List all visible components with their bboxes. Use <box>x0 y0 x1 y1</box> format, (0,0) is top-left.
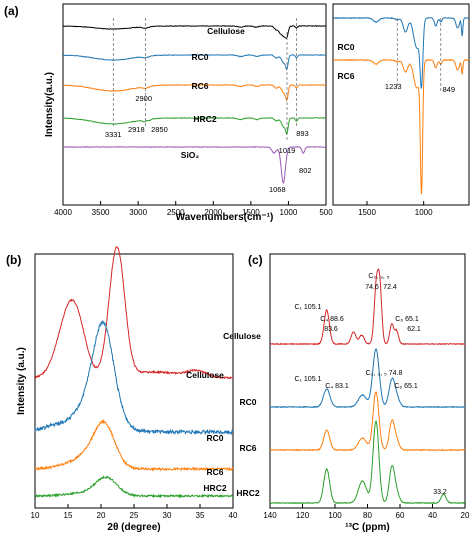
panel-a-xtick-label: 3500 <box>92 208 110 217</box>
panel-a-series-cellulose <box>62 25 327 39</box>
panel-a-inset-series-label-rc6: RC6 <box>337 71 354 81</box>
panel-a-inset-series-rc6 <box>332 58 470 195</box>
panel-b-xtick-label: 35 <box>196 511 205 520</box>
panel-c-annotation-cellulose-7: 62.1 <box>407 326 421 333</box>
panel-a-annotation-1019: 1019 <box>279 146 296 155</box>
panel-b-xlabel: 2θ (degree) <box>107 522 160 533</box>
panel-c-xtick-label: 40 <box>428 511 437 520</box>
panel-a-series-rc6 <box>62 84 327 102</box>
panel-a-axes-frame <box>62 3 327 206</box>
panel-a-xtick-label: 1000 <box>280 208 298 217</box>
panel-a-inset-axes-frame <box>332 3 470 206</box>
panel-c-xtick-label: 20 <box>461 511 470 520</box>
panel-c-xtick-label: 100 <box>328 511 342 520</box>
panel-c-annotation-rc0-9: C₁ 105.1 <box>295 376 322 383</box>
panel-c-annotation-cellulose-0: C₁ 105.1 <box>295 304 322 311</box>
panel-a-xlabel: Wavenumbers(cm⁻¹) <box>176 212 274 223</box>
panel-b-xtick-label: 25 <box>130 511 139 520</box>
panel-b-xtick-label: 30 <box>163 511 172 520</box>
panel-b-xtick-label: 20 <box>97 511 106 520</box>
panel-a-inset-series-label-rc0: RC0 <box>337 42 354 52</box>
panel-c: 140 120 100 80 60 40 20 (c) ¹³C (ppm) Cellulose RC… <box>223 253 470 533</box>
panel-a-series-hrc2 <box>62 117 327 135</box>
panel-a-series-label-rc6: RC6 <box>191 81 208 91</box>
panel-a-xtick-label: 2000 <box>204 208 222 217</box>
panel-a-xtick-label: 3000 <box>129 208 147 217</box>
panel-c-xlabel: ¹³C (ppm) <box>345 522 389 533</box>
panel-c-annotation-cellulose-2: 83.6 <box>324 326 338 333</box>
panel-c-series-rc0 <box>269 348 466 409</box>
panel-a-xtick-label: 4000 <box>54 208 72 217</box>
panel-a-series-label-hrc2: HRC2 <box>193 114 216 124</box>
panel-c-annotation-rc0-8: C₂, ₃, ₅ 74.8 <box>366 370 403 377</box>
panel-b-series-cellulose <box>34 246 234 380</box>
panel-a-series-rc0 <box>62 54 327 71</box>
panel-b-xtick-label: 10 <box>31 511 40 520</box>
panel-c-annotation-cellulose-4: 74.6 <box>365 284 379 291</box>
panel-b-label: (b) <box>6 253 21 267</box>
panel-a-annotation-3331: 3331 <box>105 130 122 139</box>
panel-a-annotation-1068: 1068 <box>269 185 286 194</box>
panel-b-series-label-hrc2: HRC2 <box>203 483 226 493</box>
panel-a-series-label-cellulose: Cellulose <box>207 26 245 36</box>
panel-b-series-label-cellulose: Cellulose <box>186 370 224 380</box>
panel-c-series-rc6 <box>269 391 466 452</box>
panel-c-xtick-label: 60 <box>396 511 405 520</box>
panel-b-series-hrc2 <box>34 474 234 499</box>
panel-c-annotation-cellulose-6: C₆ 65.1 <box>395 316 419 323</box>
panel-a-inset-annotation-1233: 1233 <box>385 82 402 91</box>
panel-c-series-label-hrc2: HRC2 <box>236 488 259 498</box>
panel-a-xtick-label: 1500 <box>242 208 260 217</box>
panel-c-xtick-label: 120 <box>296 511 310 520</box>
panel-a-xtick-label: 2500 <box>167 208 185 217</box>
panel-c-annotation-rc0-11: C₆ 65.1 <box>394 383 418 390</box>
panel-c-annotation-cellulose-5: 72.4 <box>383 284 397 291</box>
panel-a-inset-xtick-label: 1000 <box>415 208 433 217</box>
panel-c-series-label-rc6: RC6 <box>239 443 256 453</box>
panel-a-inset-annotation-849: 849 <box>443 85 456 94</box>
panel-c-series-hrc2 <box>269 420 466 505</box>
panel-a-inset-xtick-label: 1500 <box>358 208 376 217</box>
panel-b-series-label-rc0: RC0 <box>206 433 223 443</box>
panel-a-annotation-802: 802 <box>299 166 312 175</box>
panel-a-series-sio <box>62 146 327 184</box>
panel-c-series-label-cellulose: Cellulose <box>223 331 261 341</box>
panel-a-ylabel: Intensity(a.u.) <box>44 72 55 137</box>
panel-c-label: (c) <box>248 253 263 267</box>
panel-c-annotation-cellulose-1: C₄ 88.6 <box>320 316 344 323</box>
panel-a-series-label-sio: SiO₂ <box>181 150 200 160</box>
panel-b-series-rc0 <box>34 319 234 436</box>
panel-b: 10 15 20 25 30 35 40 (b) 2θ (degree) Intensity (a… <box>6 246 238 533</box>
panel-a-label: (a) <box>4 4 19 18</box>
panel-c-series-cellulose <box>269 268 466 346</box>
panel-a-inset-series-rc0 <box>332 16 470 89</box>
panel-a-xtick-label: 500 <box>319 208 333 217</box>
panel-c-xtick-label: 80 <box>363 511 372 520</box>
panel-b-series-rc6 <box>34 419 234 472</box>
panel-a-annotation-893: 893 <box>296 129 309 138</box>
panel-b-xtick-label: 40 <box>229 511 238 520</box>
panel-b-xtick-label: 15 <box>64 511 73 520</box>
panel-c-annotation-hrc2-12: 33.2 <box>433 489 447 496</box>
panel-a-annotation-2850: 2850 <box>151 125 168 134</box>
panel-b-ylabel: Intensity (a.u.) <box>16 347 27 415</box>
panel-c-annotation-rc0-10: C₄ 83.1 <box>325 383 349 390</box>
panel-a-annotation-2900: 2900 <box>135 94 152 103</box>
panel-c-annotation-cellulose-3: C₂, ₃, ₅ <box>368 273 389 280</box>
panel-a-annotation-2918: 2918 <box>128 125 145 134</box>
panel-b-series-label-rc6: RC6 <box>206 467 223 477</box>
panel-c-xtick-label: 140 <box>263 511 277 520</box>
panel-a-series-label-rc0: RC0 <box>191 52 208 62</box>
panel-c-series-label-rc0: RC0 <box>239 397 256 407</box>
panel-a: 4000 3500 3000 2500 2000 1500 1000 500 (a) Wavenu… <box>4 3 470 223</box>
